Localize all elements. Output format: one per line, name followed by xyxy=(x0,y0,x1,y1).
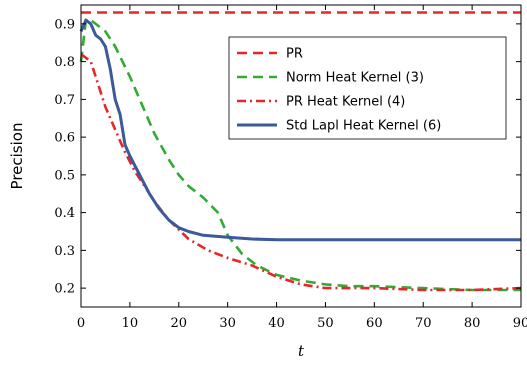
series-line-pr-heat-kernel-4 xyxy=(80,53,522,292)
y-tick-label: 0.3 xyxy=(54,244,75,259)
legend-label-std-lapl-heat-kernel-6: Std Lapl Heat Kernel (6) xyxy=(286,119,441,134)
x-tick-label: 50 xyxy=(317,316,334,331)
series-line-norm-heat-kernel-3 xyxy=(79,18,521,292)
y-tick-label: 0.8 xyxy=(54,55,75,70)
y-tick-label: 0.5 xyxy=(54,168,75,183)
y-tick-label: 0.7 xyxy=(54,93,75,108)
x-tick-label: 60 xyxy=(366,316,383,331)
plot-frame xyxy=(80,4,522,308)
y-tick-label: 0.9 xyxy=(54,17,75,32)
y-tick-label: 0.2 xyxy=(54,282,75,297)
legend-label-norm-heat-kernel-3: Norm Heat Kernel (3) xyxy=(286,71,424,86)
legend-label-pr-heat-kernel-4: PR Heat Kernel (4) xyxy=(286,95,405,110)
x-tick-label: 20 xyxy=(171,316,188,331)
y-tick-label: 0.4 xyxy=(54,206,75,221)
legend-label-pr: PR xyxy=(286,47,303,62)
y-axis-title: Precision xyxy=(8,123,26,190)
x-tick-label: 40 xyxy=(268,316,285,331)
x-tick-label: 10 xyxy=(122,316,139,331)
x-tick-label: 70 xyxy=(415,316,432,331)
x-tick-label: 0 xyxy=(77,316,85,331)
series-layer xyxy=(79,11,522,292)
x-tick-label: 30 xyxy=(219,316,236,331)
x-tick-label: 80 xyxy=(464,316,481,331)
y-tick-label: 0.6 xyxy=(54,131,75,146)
legend-items: PR Norm Heat Kernel (3) PR Heat Kernel (4)… xyxy=(237,47,441,134)
x-axis-title: t xyxy=(298,342,305,360)
series-line-std-lapl-heat-kernel-6 xyxy=(79,18,521,242)
ticks-layer: 0 10 20 30 40 50 60 70 80 90 0.2 0.3 0.4 0.5 0.6 0.7 0.8… xyxy=(54,5,527,331)
legend: PR Norm Heat Kernel (3) PR Heat Kernel (4)… xyxy=(228,36,507,140)
x-tick-label: 90 xyxy=(513,316,527,331)
